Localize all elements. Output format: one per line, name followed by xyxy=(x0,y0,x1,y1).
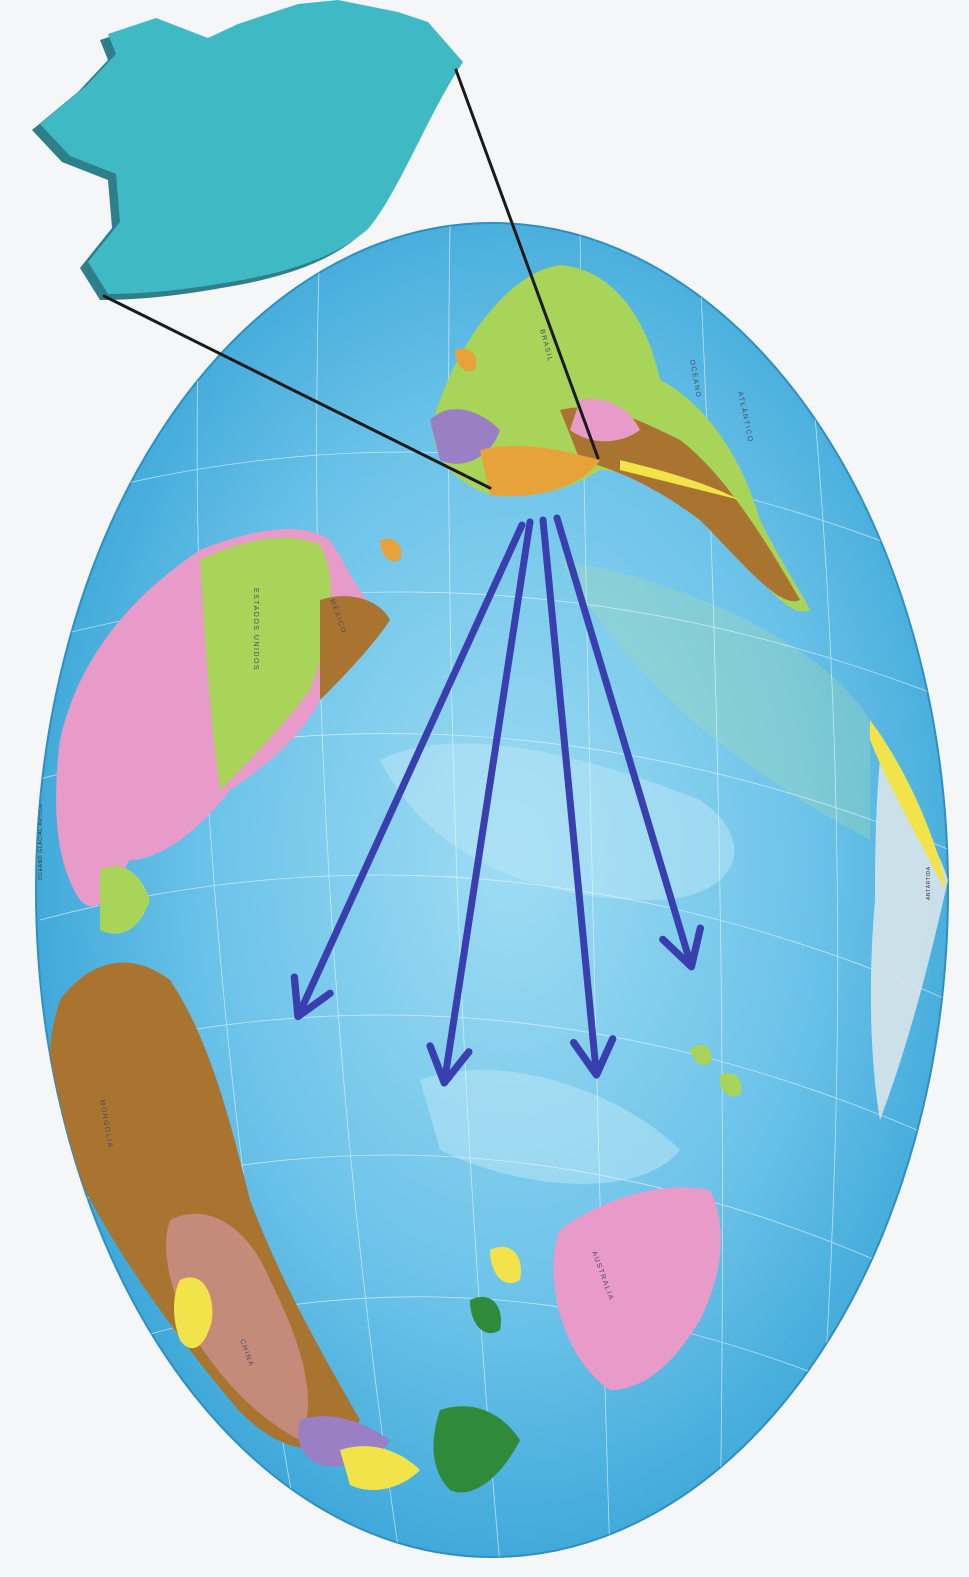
globe-oval: OCEANO ATLÁNTICO ESTADOS UNIDOS BRASIL A… xyxy=(25,222,949,1558)
indonesia-papua xyxy=(433,1246,521,1493)
antarctica xyxy=(870,720,948,1120)
inset-landmass xyxy=(32,0,463,300)
label-artico: ÁRTICO xyxy=(25,868,32,890)
connector-line-right xyxy=(454,68,600,460)
label-antartida: ANTÁRTIDA xyxy=(925,866,932,900)
connector-line-left xyxy=(102,294,492,490)
north-america xyxy=(56,529,402,934)
australia xyxy=(553,1187,721,1390)
migration-arrow xyxy=(539,516,617,1079)
new-zealand xyxy=(690,1044,742,1097)
migration-arrow xyxy=(426,518,534,1087)
label-estados-unidos: ESTADOS UNIDOS xyxy=(252,588,259,671)
migration-arrow xyxy=(553,514,705,971)
migration-arrow xyxy=(290,521,526,1021)
asia xyxy=(49,962,420,1490)
shallow-water-patches xyxy=(380,560,870,1184)
inset-connector-lines xyxy=(102,68,600,490)
inset-landmass-shape xyxy=(40,0,463,294)
label-oceano-glacial-artico: OCEANO GLACIAL ÁRTICO xyxy=(37,803,44,880)
migration-arrows xyxy=(290,514,705,1087)
